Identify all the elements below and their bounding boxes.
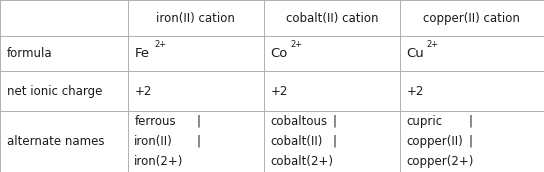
Text: +2: +2 <box>270 85 288 98</box>
Text: 2+: 2+ <box>426 40 438 49</box>
Text: |: | <box>197 135 201 148</box>
Text: net ionic charge: net ionic charge <box>7 85 102 98</box>
Text: +2: +2 <box>134 85 152 98</box>
Text: iron(II) cation: iron(II) cation <box>157 12 235 25</box>
Text: |: | <box>469 115 473 128</box>
Text: copper(II): copper(II) <box>406 135 463 148</box>
Text: 2+: 2+ <box>290 40 302 49</box>
Text: copper(II) cation: copper(II) cation <box>423 12 521 25</box>
Text: Co: Co <box>270 47 288 60</box>
Text: |: | <box>469 135 473 148</box>
Text: Cu: Cu <box>406 47 424 60</box>
Text: alternate names: alternate names <box>7 135 104 148</box>
Text: copper(2+): copper(2+) <box>406 155 474 168</box>
Text: |: | <box>197 115 201 128</box>
Text: formula: formula <box>7 47 52 60</box>
Text: cobalt(II): cobalt(II) <box>270 135 323 148</box>
Text: ferrous: ferrous <box>134 115 176 128</box>
Text: |: | <box>333 135 337 148</box>
Text: cobalt(2+): cobalt(2+) <box>270 155 333 168</box>
Text: cupric: cupric <box>406 115 442 128</box>
Text: iron(2+): iron(2+) <box>134 155 184 168</box>
Text: iron(II): iron(II) <box>134 135 173 148</box>
Text: cobaltous: cobaltous <box>270 115 327 128</box>
Text: Fe: Fe <box>134 47 150 60</box>
Text: cobalt(II) cation: cobalt(II) cation <box>286 12 378 25</box>
Text: +2: +2 <box>406 85 424 98</box>
Text: 2+: 2+ <box>154 40 166 49</box>
Text: |: | <box>333 115 337 128</box>
